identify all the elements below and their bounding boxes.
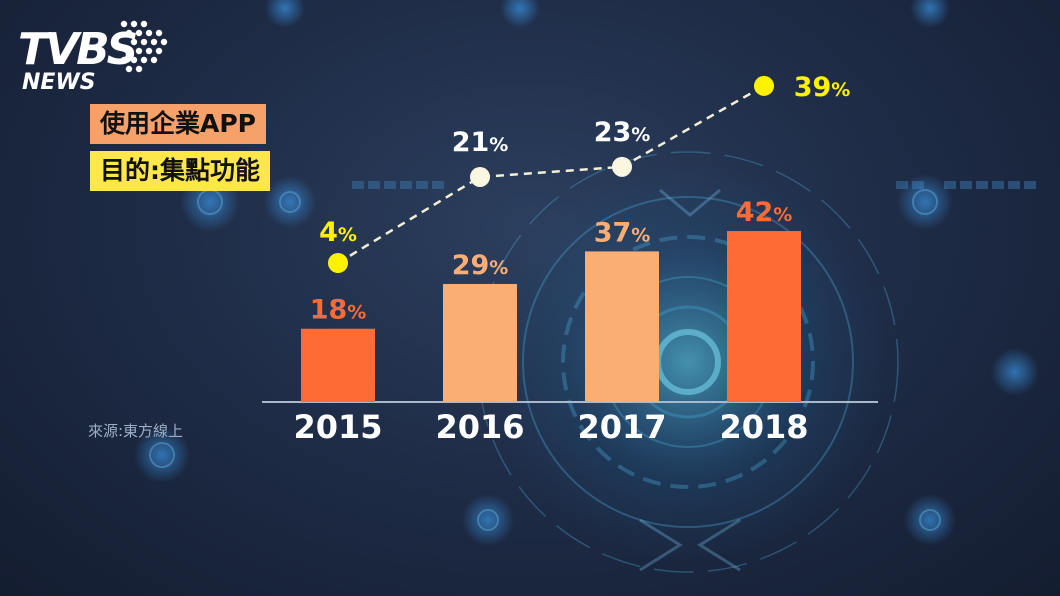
- logo-dot-pattern: [120, 20, 168, 73]
- x-tick-label-2017: 2017: [577, 408, 666, 446]
- tvbs-news-logo: TVBS NEWS: [18, 14, 178, 98]
- line-point-2016: [470, 166, 490, 187]
- bar-2017: [585, 251, 659, 402]
- line-label-2015: 4%: [319, 217, 357, 248]
- title-line-2: 目的:集點功能: [90, 151, 270, 191]
- bar-2015: [301, 328, 375, 402]
- line-point-2018: [754, 75, 774, 96]
- logo-wordmark-top: TVBS: [18, 24, 138, 75]
- title-line-1: 使用企業APP: [90, 104, 266, 144]
- line-series-path: [337, 84, 765, 265]
- bar-label-2017: 37%: [594, 217, 651, 248]
- x-tick-label-2016: 2016: [435, 408, 524, 446]
- line-label-2016: 21%: [452, 127, 509, 158]
- logo-wordmark-bottom: NEWS: [22, 70, 96, 95]
- line-point-2015: [328, 253, 348, 273]
- source-note: 來源:東方線上: [88, 422, 184, 440]
- x-tick-label-2018: 2018: [719, 408, 808, 446]
- bar-2018: [727, 231, 801, 402]
- line-point-2017: [612, 156, 632, 177]
- line-label-2018: 39%: [794, 72, 851, 103]
- bar-label-2016: 29%: [452, 250, 509, 281]
- bar-label-2015: 18%: [310, 295, 367, 326]
- x-tick-label-2015: 2015: [293, 408, 382, 446]
- bar-label-2018: 42%: [736, 197, 793, 228]
- bar-2016: [443, 283, 517, 402]
- line-label-2017: 23%: [594, 117, 651, 148]
